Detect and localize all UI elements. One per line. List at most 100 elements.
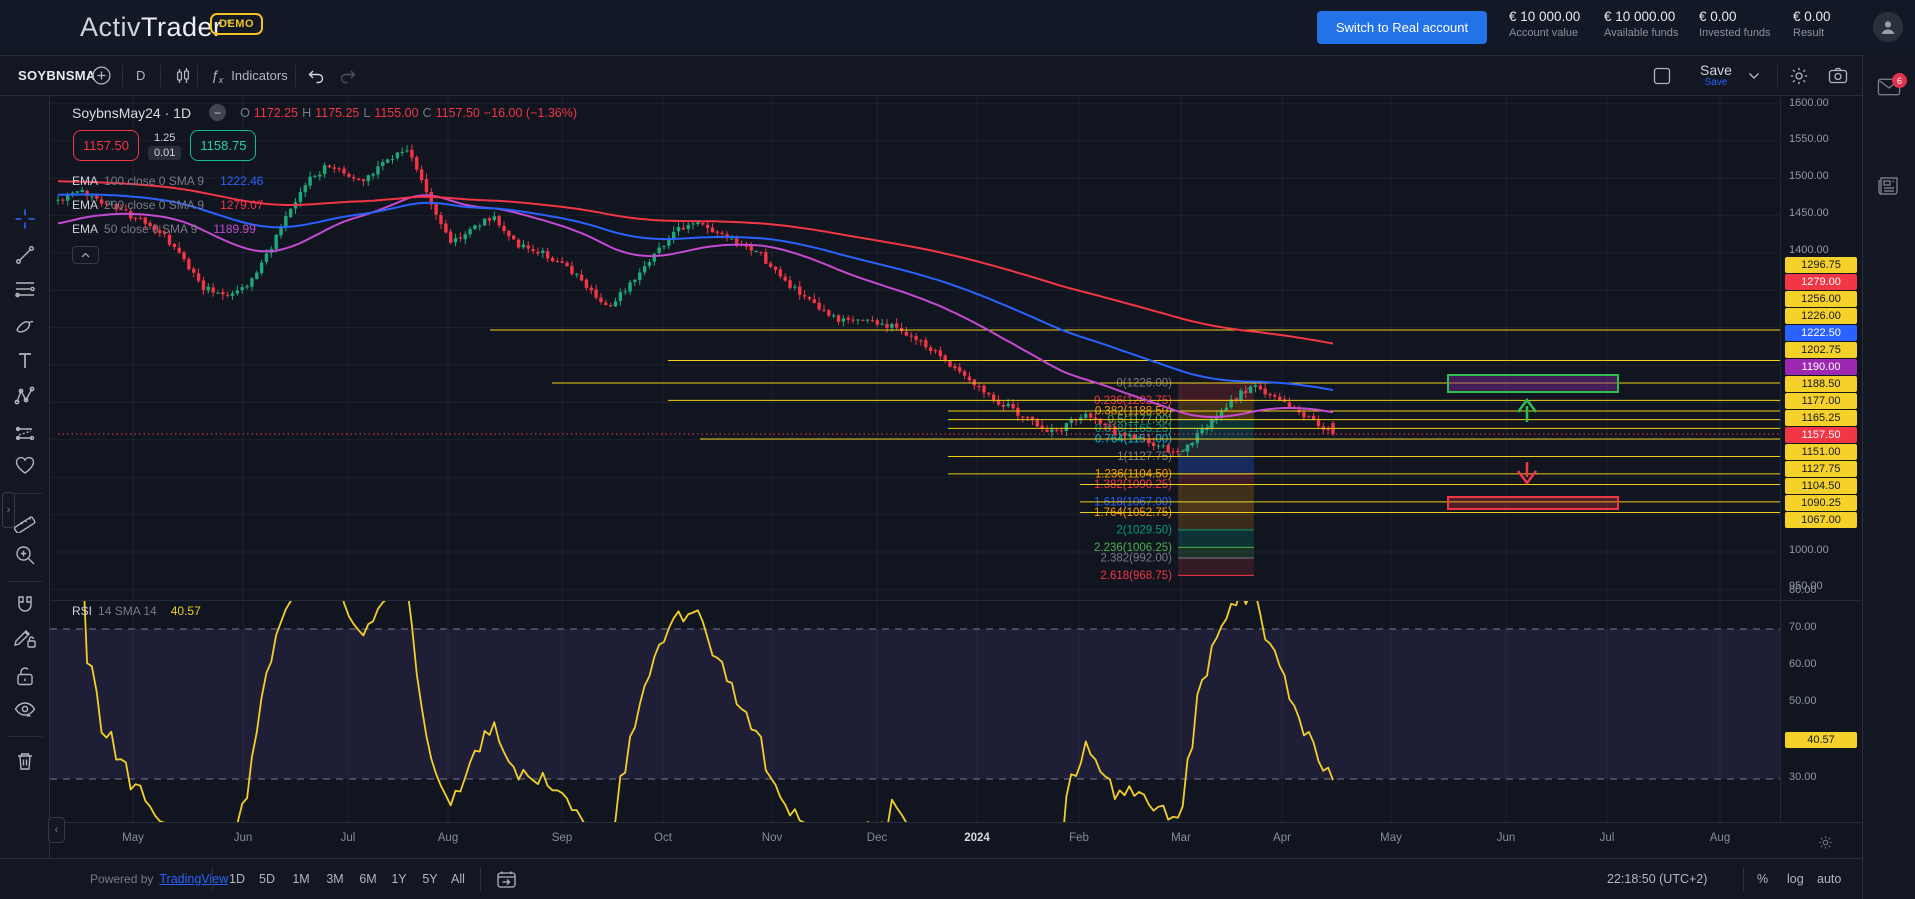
zoom-in-tool[interactable]	[13, 543, 37, 567]
range-button-5y[interactable]: 5Y	[422, 872, 438, 886]
range-button-all[interactable]: All	[451, 872, 465, 886]
range-button-1d[interactable]: 1D	[229, 872, 245, 886]
go-to-date-icon	[497, 871, 516, 888]
drawing-mode-lock-tool[interactable]	[13, 626, 37, 650]
candle-body	[623, 291, 627, 293]
candle-body	[972, 379, 976, 386]
candle-body	[153, 225, 157, 231]
clock[interactable]: 22:18:50 (UTC+2)	[1607, 872, 1708, 886]
measure-tool[interactable]	[13, 509, 37, 533]
emoji-tool[interactable]	[13, 453, 37, 477]
go-to-date-button[interactable]	[496, 859, 517, 899]
magnet-tool[interactable]	[13, 593, 37, 617]
pattern-tool[interactable]	[13, 384, 37, 408]
chart-style-button[interactable]	[173, 56, 193, 95]
sidebar-collapse-handle[interactable]: ›	[2, 492, 15, 528]
timeframe-button[interactable]: D	[136, 68, 146, 83]
indicators-button[interactable]: ƒx Indicators	[211, 56, 288, 95]
candle-body	[710, 227, 715, 233]
trend-line-tool[interactable]	[13, 243, 37, 267]
range-button-1m[interactable]: 1M	[292, 872, 310, 886]
compare-add-symbol-button[interactable]	[92, 56, 111, 95]
timeaxis-collapse-handle[interactable]: ‹	[48, 817, 65, 843]
chart-legend: SoybnsMay24 · 1D − O 1172.25 H 1175.25 L 11…	[72, 104, 577, 264]
tradingview-link[interactable]: TradingView	[159, 872, 229, 886]
fib-level-label: 2.236(1006.25)	[1094, 542, 1172, 554]
avatar[interactable]	[1873, 12, 1903, 42]
percent-scale-toggle[interactable]: %	[1757, 872, 1769, 886]
text-tool[interactable]	[13, 349, 37, 373]
candle-body	[1035, 420, 1039, 427]
candle-body	[851, 319, 855, 321]
candle-body	[555, 261, 560, 263]
sell-bid-button[interactable]: 1157.50	[73, 130, 139, 161]
forecast-tool[interactable]	[13, 421, 37, 445]
remove-drawings-tool[interactable]	[13, 749, 37, 773]
time-axis[interactable]: ‹ May Jun Jul Aug Sep Oct Nov Dec 2024 Feb Mar Apr M…	[48, 817, 1862, 858]
indicator-legend-row[interactable]: EMA 200 close 0 SMA 9 1279.07	[72, 193, 577, 217]
fib-level-label: 2.382(992.00)	[1100, 552, 1172, 564]
indicator-legend-row[interactable]: EMA 100 close 0 SMA 9 1222.46	[72, 169, 577, 193]
auto-scale-toggle[interactable]: auto	[1817, 872, 1842, 886]
fib-retracement-tool[interactable]	[13, 277, 37, 301]
fib-band	[1178, 456, 1254, 474]
candle-body	[90, 196, 94, 198]
screenshot-button[interactable]	[1828, 56, 1848, 95]
redo-button[interactable]	[338, 56, 358, 95]
candle-body	[676, 226, 681, 232]
symbol-search-button[interactable]: SOYBNSMA	[18, 68, 96, 83]
candle-body	[560, 261, 564, 263]
spread-indicator: 1.25 0.01	[148, 132, 182, 160]
candle-body	[565, 262, 569, 267]
candle-body	[80, 190, 84, 193]
range-button-1y[interactable]: 1Y	[391, 872, 407, 886]
range-button-3m[interactable]: 3M	[326, 872, 344, 886]
hide-all-drawings-tool[interactable]	[13, 698, 37, 722]
pane-separator[interactable]	[50, 600, 1862, 601]
candle-body	[487, 218, 492, 221]
undo-arrow-icon	[308, 70, 324, 83]
switch-to-real-account-button[interactable]: Switch to Real account	[1317, 11, 1487, 44]
candle-body	[744, 245, 749, 247]
collapse-legend-button[interactable]: −	[209, 104, 227, 121]
rsi-legend[interactable]: RSI 14 SMA 14 40.57	[72, 604, 201, 618]
candle-body	[104, 203, 109, 205]
save-layout-button[interactable]: Save Save	[1700, 56, 1732, 95]
candle-body	[696, 222, 700, 224]
toolbar-divider	[8, 493, 42, 494]
crosshair-tool[interactable]	[13, 207, 37, 231]
candle-body	[395, 152, 400, 159]
buy-ask-button[interactable]: 1158.75	[190, 130, 257, 161]
chart-canvas[interactable]: 0(1226.00)0.236(1202.75)0.382(1188.50)0.…	[50, 96, 1780, 822]
candle-body	[1200, 429, 1204, 434]
chart-settings-button[interactable]	[1789, 56, 1809, 95]
time-axis-label: Mar	[1171, 832, 1191, 844]
rsi-name: RSI	[72, 604, 93, 618]
collapse-indicators-button[interactable]	[72, 246, 99, 264]
layout-select-button[interactable]	[1653, 56, 1671, 95]
powered-by-label: Powered by	[90, 872, 154, 886]
brush-tool[interactable]	[13, 314, 37, 338]
candle-body	[143, 217, 147, 224]
range-button-5d[interactable]: 5D	[259, 872, 275, 886]
stat-label: Account value	[1509, 27, 1579, 39]
indicator-legend-row[interactable]: EMA 50 close 0 SMA 9 1189.99	[72, 217, 577, 241]
lock-all-drawings-tool[interactable]	[13, 664, 37, 688]
news-button[interactable]	[1877, 173, 1901, 197]
candle-body	[1307, 416, 1311, 418]
log-scale-toggle[interactable]: log	[1787, 872, 1804, 886]
grid	[50, 96, 1780, 822]
timeaxis-settings-button[interactable]	[1813, 830, 1837, 854]
price-axis[interactable]: 1600.00 1550.00 1500.00 1450.00 1400.00 1000.…	[1780, 96, 1862, 822]
save-menu-chevron[interactable]	[1748, 56, 1760, 95]
rsi-line	[83, 601, 1334, 822]
candle-body	[250, 278, 254, 287]
undo-button[interactable]	[306, 56, 326, 95]
price-axis-label: 30.00	[1789, 771, 1817, 783]
candle-body	[1263, 388, 1267, 395]
range-button-6m[interactable]: 6M	[359, 872, 377, 886]
price-axis-label: 1600.00	[1789, 97, 1829, 109]
chevron-down-icon	[1749, 72, 1759, 79]
candle-body	[647, 262, 652, 266]
padlock-icon	[17, 667, 33, 686]
